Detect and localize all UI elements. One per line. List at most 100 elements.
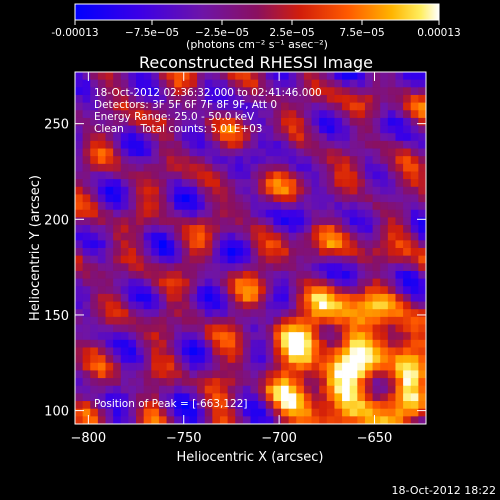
heatmap-cell — [326, 225, 335, 234]
heatmap-cell — [82, 140, 91, 149]
heatmap-cell — [181, 355, 190, 364]
heatmap-cell — [219, 209, 229, 218]
heatmap-cell — [349, 270, 358, 280]
heatmap-cell — [288, 370, 297, 379]
heatmap-cell — [143, 209, 152, 218]
heatmap-cell — [364, 156, 373, 165]
heatmap-cell — [303, 301, 312, 310]
heatmap-cell — [372, 163, 381, 172]
heatmap-cell — [281, 255, 290, 264]
heatmap-cell — [166, 393, 175, 402]
heatmap-cell — [151, 179, 160, 188]
heatmap-cell — [273, 339, 282, 348]
heatmap-cell — [357, 393, 366, 402]
heatmap-cell — [410, 194, 419, 203]
heatmap-cell — [136, 72, 145, 81]
heatmap-cell — [303, 378, 312, 387]
heatmap-cell — [128, 156, 137, 165]
heatmap-cell — [105, 416, 114, 425]
heatmap-cell — [197, 362, 206, 371]
heatmap-cell — [258, 217, 267, 226]
heatmap-cell — [319, 301, 328, 310]
heatmap-cell — [311, 125, 320, 134]
heatmap-cell — [242, 339, 251, 348]
heatmap-cell — [75, 117, 84, 126]
heatmap-cell — [82, 240, 91, 249]
heatmap-cell — [395, 225, 404, 234]
heatmap-cell — [128, 355, 137, 364]
heatmap-cell — [326, 72, 335, 81]
heatmap-cell — [204, 278, 213, 287]
heatmap-cell — [143, 240, 152, 249]
heatmap-cell — [288, 225, 297, 234]
heatmap-cell — [364, 133, 373, 142]
peak-position-label: Position of Peak = [-663,122] — [94, 398, 248, 410]
heatmap-cell — [151, 194, 160, 203]
heatmap-cell — [158, 110, 167, 119]
heatmap-cell — [212, 416, 221, 425]
colorbar-tick-label: −7.5e−05 — [125, 27, 179, 39]
heatmap-cell — [296, 79, 305, 88]
heatmap-cell — [319, 248, 328, 257]
heatmap-cell — [296, 309, 305, 318]
heatmap-cell — [166, 156, 175, 165]
heatmap-cell — [128, 194, 137, 203]
heatmap-cell — [105, 370, 114, 379]
heatmap-cell — [372, 286, 381, 295]
heatmap-cell — [158, 316, 167, 325]
heatmap-cell — [250, 72, 259, 81]
heatmap-cell — [250, 240, 259, 249]
heatmap-cell — [212, 140, 221, 149]
heatmap-cell — [395, 179, 404, 188]
heatmap-cell — [418, 225, 427, 234]
heatmap-cell — [334, 163, 343, 172]
heatmap-cell — [219, 324, 229, 333]
heatmap-cell — [334, 301, 343, 310]
heatmap-cell — [296, 316, 305, 325]
heatmap-cell — [166, 186, 175, 195]
heatmap-cell — [90, 209, 99, 218]
heatmap-cell — [418, 248, 427, 257]
heatmap-cell — [387, 186, 396, 195]
heatmap-cell — [311, 179, 320, 188]
heatmap-cell — [136, 263, 145, 272]
heatmap-cell — [143, 232, 152, 241]
heatmap-cell — [143, 416, 152, 425]
y-tick-label: 100 — [44, 405, 69, 420]
heatmap-cell — [105, 140, 114, 149]
heatmap-cell — [166, 309, 175, 318]
heatmap-cell — [227, 79, 236, 88]
heatmap-cell — [372, 171, 381, 180]
heatmap-cell — [158, 94, 167, 104]
heatmap-cell — [174, 347, 183, 356]
heatmap-cell — [227, 110, 236, 119]
heatmap-cell — [242, 416, 251, 425]
heatmap-cell — [372, 102, 381, 111]
heatmap-cell — [288, 217, 297, 226]
heatmap-cell — [189, 370, 198, 379]
heatmap-cell — [181, 316, 190, 325]
heatmap-cell — [342, 286, 351, 295]
heatmap-cell — [181, 133, 190, 142]
heatmap-cell — [113, 278, 122, 287]
heatmap-cell — [326, 194, 335, 203]
heatmap-cell — [250, 408, 259, 417]
heatmap-cell — [158, 255, 167, 264]
heatmap-cell — [166, 148, 175, 157]
heatmap-cell — [97, 293, 106, 302]
heatmap-cell — [90, 148, 99, 157]
heatmap-cell — [288, 248, 297, 257]
heatmap-cell — [265, 248, 274, 257]
heatmap-cell — [357, 339, 366, 348]
heatmap-cell — [334, 156, 343, 165]
heatmap-cell — [158, 225, 167, 234]
heatmap-cell — [136, 293, 145, 302]
heatmap-cell — [181, 324, 190, 333]
heatmap-cell — [235, 148, 244, 157]
heatmap-cell — [380, 293, 389, 302]
heatmap-cell — [387, 156, 396, 165]
heatmap-cell — [204, 110, 213, 119]
heatmap-cell — [97, 209, 106, 218]
heatmap-cell — [235, 270, 244, 280]
heatmap-cell — [151, 293, 160, 302]
